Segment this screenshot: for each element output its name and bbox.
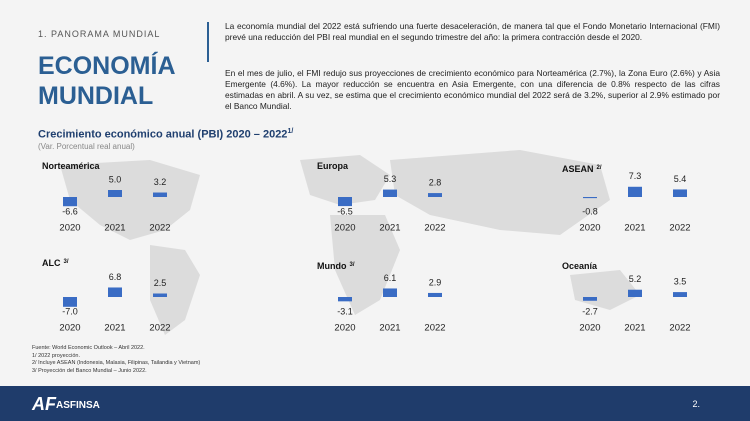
- charts-note: 1/: [287, 128, 294, 135]
- divider: [207, 22, 209, 62]
- value-label: -2.7: [582, 306, 598, 316]
- value-label: 3.5: [674, 276, 687, 286]
- bar: [583, 297, 597, 301]
- bar: [108, 287, 122, 297]
- bar: [583, 197, 597, 199]
- x-tick-label: 2020: [59, 223, 80, 234]
- logo-mark: AF: [32, 394, 56, 414]
- x-tick-label: 2022: [424, 323, 445, 334]
- value-label: -3.1: [337, 306, 353, 316]
- chart-note: 3/: [64, 259, 69, 265]
- paragraph: La economía mundial del 2022 está sufrie…: [225, 21, 720, 42]
- footnote: 1/ 2022 proyección.: [32, 352, 81, 359]
- value-label: 5.0: [109, 174, 122, 184]
- chart-title: ASEAN 2/: [562, 164, 602, 174]
- chart-note: 3/: [350, 262, 355, 268]
- x-tick-label: 2021: [379, 323, 400, 334]
- bar: [673, 189, 687, 197]
- x-tick-label: 2020: [334, 323, 355, 334]
- bar: [383, 189, 397, 197]
- bar: [428, 193, 442, 197]
- x-tick-label: 2020: [579, 323, 600, 334]
- x-tick-label: 2022: [669, 323, 690, 334]
- footnote: Fuente: World Economic Outlook – Abril 2…: [32, 345, 145, 351]
- value-label: 3.2: [154, 177, 167, 187]
- bar: [383, 288, 397, 297]
- bar: [673, 292, 687, 297]
- value-label: 2.9: [429, 277, 442, 287]
- x-tick-label: 2021: [379, 223, 400, 234]
- logo: ASFINSA: [56, 400, 100, 411]
- charts-title: Crecimiento económico anual (PBI) 2020 –…: [38, 128, 288, 141]
- chart-title-text: Mundo: [317, 261, 347, 271]
- bar: [428, 292, 442, 297]
- footnote: 3/ Proyección del Banco Mundial – Junio …: [32, 367, 147, 374]
- x-tick-label: 2021: [104, 323, 125, 334]
- bar: [63, 297, 77, 307]
- x-tick-label: 2022: [149, 223, 170, 234]
- chart-title-text: ASEAN: [562, 164, 594, 174]
- bar: [108, 190, 122, 197]
- bar: [628, 289, 642, 297]
- bar: [153, 293, 167, 297]
- value-label: -6.5: [337, 206, 353, 216]
- value-label: 6.1: [384, 273, 397, 283]
- bar: [338, 197, 352, 207]
- x-tick-label: 2022: [669, 223, 690, 234]
- value-label: 2.5: [154, 278, 167, 288]
- value-label: 2.8: [429, 177, 442, 187]
- chart-title-text: ALC: [42, 258, 61, 268]
- chart-title-text: Oceanía: [562, 261, 598, 271]
- chart-title-text: Europa: [317, 161, 349, 171]
- x-tick-label: 2021: [104, 223, 125, 234]
- x-tick-label: 2020: [579, 223, 600, 234]
- page-number: 2.: [692, 399, 700, 409]
- value-label: 5.2: [629, 274, 642, 284]
- world-map: [60, 150, 640, 335]
- chart-title: Mundo 3/: [317, 261, 355, 271]
- value-label: -0.8: [582, 206, 598, 216]
- x-tick-label: 2021: [624, 223, 645, 234]
- footnote: 2/ Incluye ASEAN (Indonesia, Malasia, Fi…: [32, 360, 201, 366]
- chart-note: 2/: [597, 165, 602, 171]
- bar: [153, 192, 167, 197]
- section-label: 1. PANORAMA MUNDIAL: [38, 29, 161, 39]
- value-label: 5.4: [674, 174, 687, 184]
- value-label: 6.8: [109, 272, 122, 282]
- x-tick-label: 2020: [59, 323, 80, 334]
- charts-subtitle: (Var. Porcentual real anual): [38, 142, 135, 151]
- chart-title: Oceanía: [562, 261, 598, 271]
- footnotes: Fuente: World Economic Outlook – Abril 2…: [32, 345, 200, 375]
- slide-title: MUNDIAL: [38, 82, 154, 110]
- chart-title: Europa: [317, 161, 349, 171]
- x-tick-label: 2021: [624, 323, 645, 334]
- value-label: 5.3: [384, 174, 397, 184]
- chart-title: Norteamérica: [42, 161, 101, 171]
- charts-heading: Crecimiento económico anual (PBI) 2020 –…: [38, 128, 293, 141]
- value-label: -7.0: [62, 306, 78, 316]
- bar: [63, 197, 77, 207]
- x-tick-label: 2022: [424, 223, 445, 234]
- slide-title: ECONOMÍA: [38, 52, 176, 80]
- bar: [338, 297, 352, 302]
- footer-bar: AF ASFINSA 2.: [0, 386, 750, 421]
- value-label: 7.3: [629, 171, 642, 181]
- paragraph: En el mes de julio, el FMI redujo sus pr…: [225, 68, 720, 111]
- chart-title: ALC 3/: [42, 258, 69, 268]
- bar: [628, 186, 642, 197]
- value-label: -6.6: [62, 206, 78, 216]
- x-tick-label: 2020: [334, 223, 355, 234]
- x-tick-label: 2022: [149, 323, 170, 334]
- chart-title-text: Norteamérica: [42, 161, 101, 171]
